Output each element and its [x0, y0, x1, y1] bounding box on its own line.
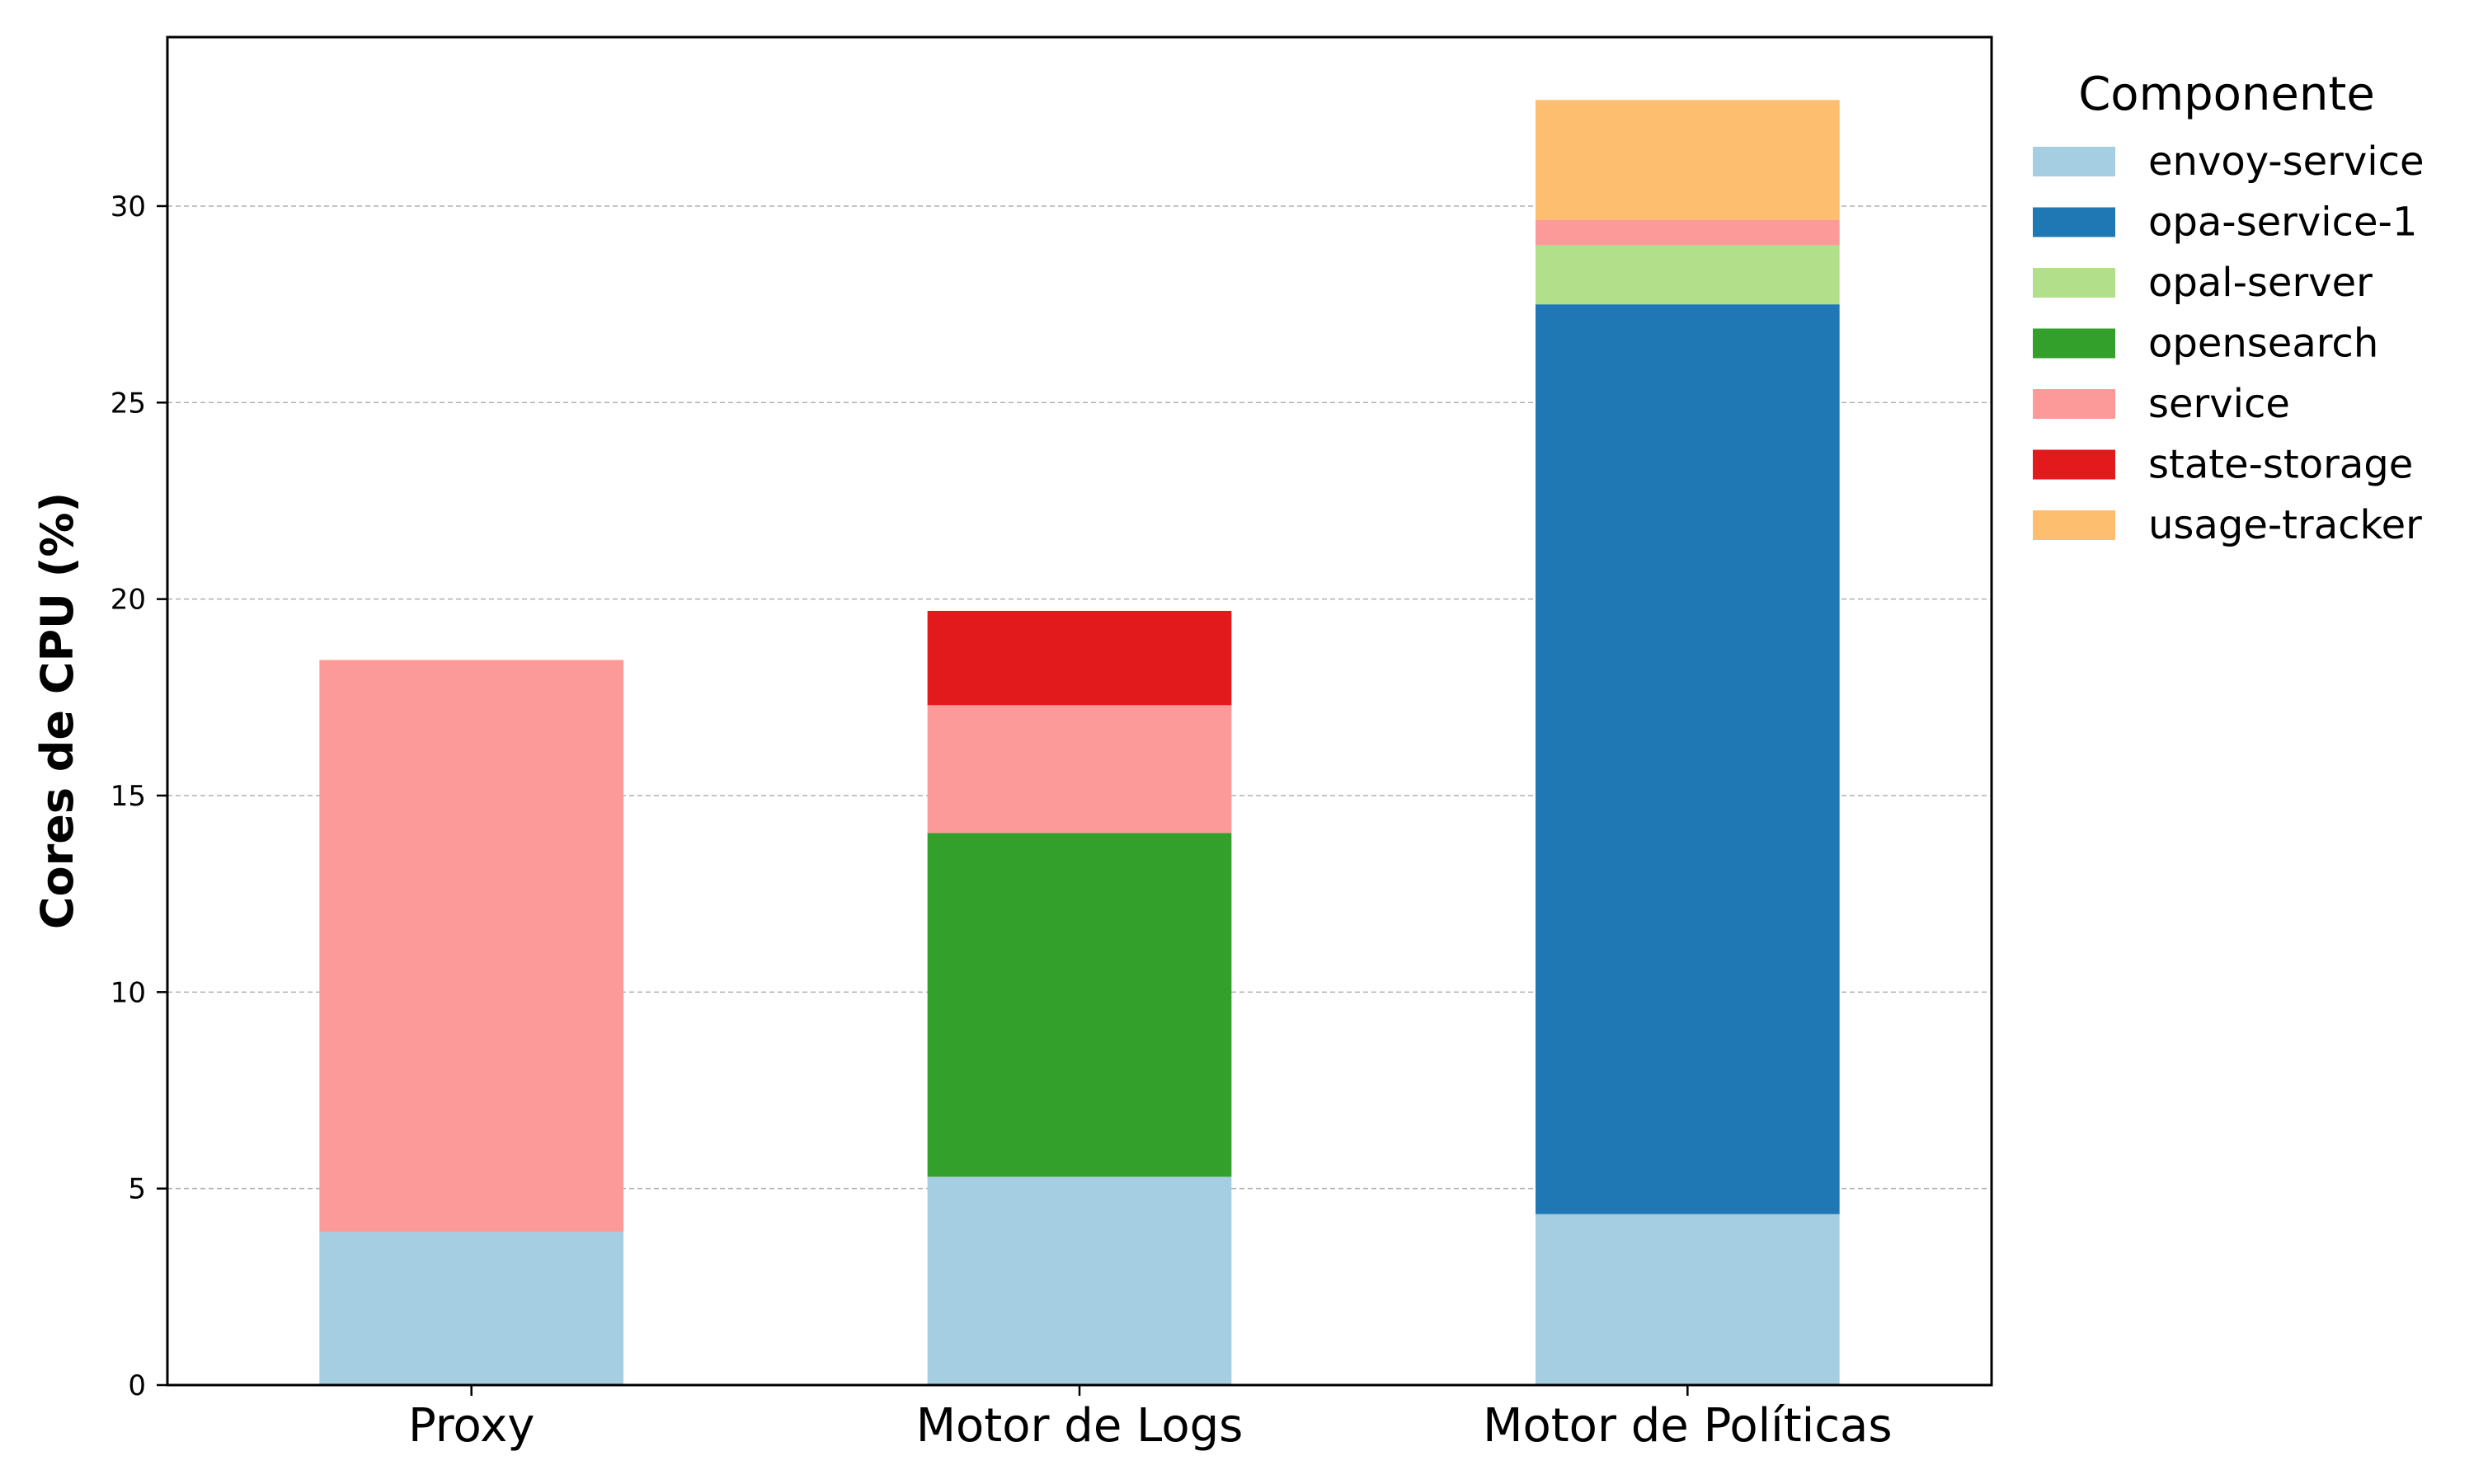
legend-label-opa-service-1: opa-service-1 [2148, 200, 2417, 246]
y-axis-label: Cores de CPU (%) [31, 492, 83, 929]
legend-swatch-state-storage [2033, 449, 2115, 480]
bar-segment-envoy-service [319, 1232, 623, 1385]
x-tick-label: Proxy [408, 1399, 534, 1453]
bar-segment-opa-service-1 [1536, 304, 1840, 1214]
legend-swatch-envoy-service [2033, 147, 2115, 176]
bars [319, 100, 1840, 1385]
legend-swatch-usage-tracker [2033, 510, 2115, 540]
bar-segment-state-storage [927, 610, 1232, 706]
x-axis: Proxy Motor de Logs Motor de Políticas [408, 1385, 1893, 1453]
bar-segment-service [1536, 219, 1840, 246]
y-tick-label: 5 [128, 1173, 146, 1206]
x-tick-label: Motor de Logs [916, 1399, 1244, 1453]
y-tick-label: 20 [111, 584, 146, 617]
legend-swatch-opa-service-1 [2033, 207, 2115, 237]
y-tick-label: 15 [111, 780, 146, 813]
bar-segment-service [319, 660, 623, 1233]
y-axis: 0 5 10 15 20 25 30 [111, 190, 167, 1402]
legend-swatch-opensearch [2033, 328, 2115, 359]
y-tick-label: 25 [111, 387, 146, 420]
bar-segment-service [927, 705, 1232, 834]
y-tick-label: 30 [111, 190, 146, 223]
bar-segment-opal-server [1536, 245, 1840, 305]
legend-swatch-service [2033, 389, 2115, 419]
bar-segment-envoy-service [1536, 1214, 1840, 1385]
y-tick-label: 10 [111, 976, 146, 1009]
legend-swatch-opal-server [2033, 268, 2115, 298]
legend-label-usage-tracker: usage-tracker [2148, 502, 2422, 548]
legend: Componente envoy-service opa-service-1 opa… [2033, 68, 2425, 548]
legend-label-service: service [2148, 381, 2290, 427]
legend-label-opal-server: opal-server [2148, 260, 2373, 306]
legend-title: Componente [2078, 68, 2375, 121]
bar-segment-opensearch [927, 833, 1232, 1177]
bar-segment-envoy-service [927, 1176, 1232, 1385]
legend-label-state-storage: state-storage [2148, 442, 2413, 488]
legend-label-envoy-service: envoy-service [2148, 139, 2425, 185]
y-tick-label: 0 [128, 1369, 146, 1402]
legend-label-opensearch: opensearch [2148, 321, 2378, 367]
x-tick-label: Motor de Políticas [1483, 1399, 1892, 1453]
bar-segment-usage-tracker [1536, 100, 1840, 220]
